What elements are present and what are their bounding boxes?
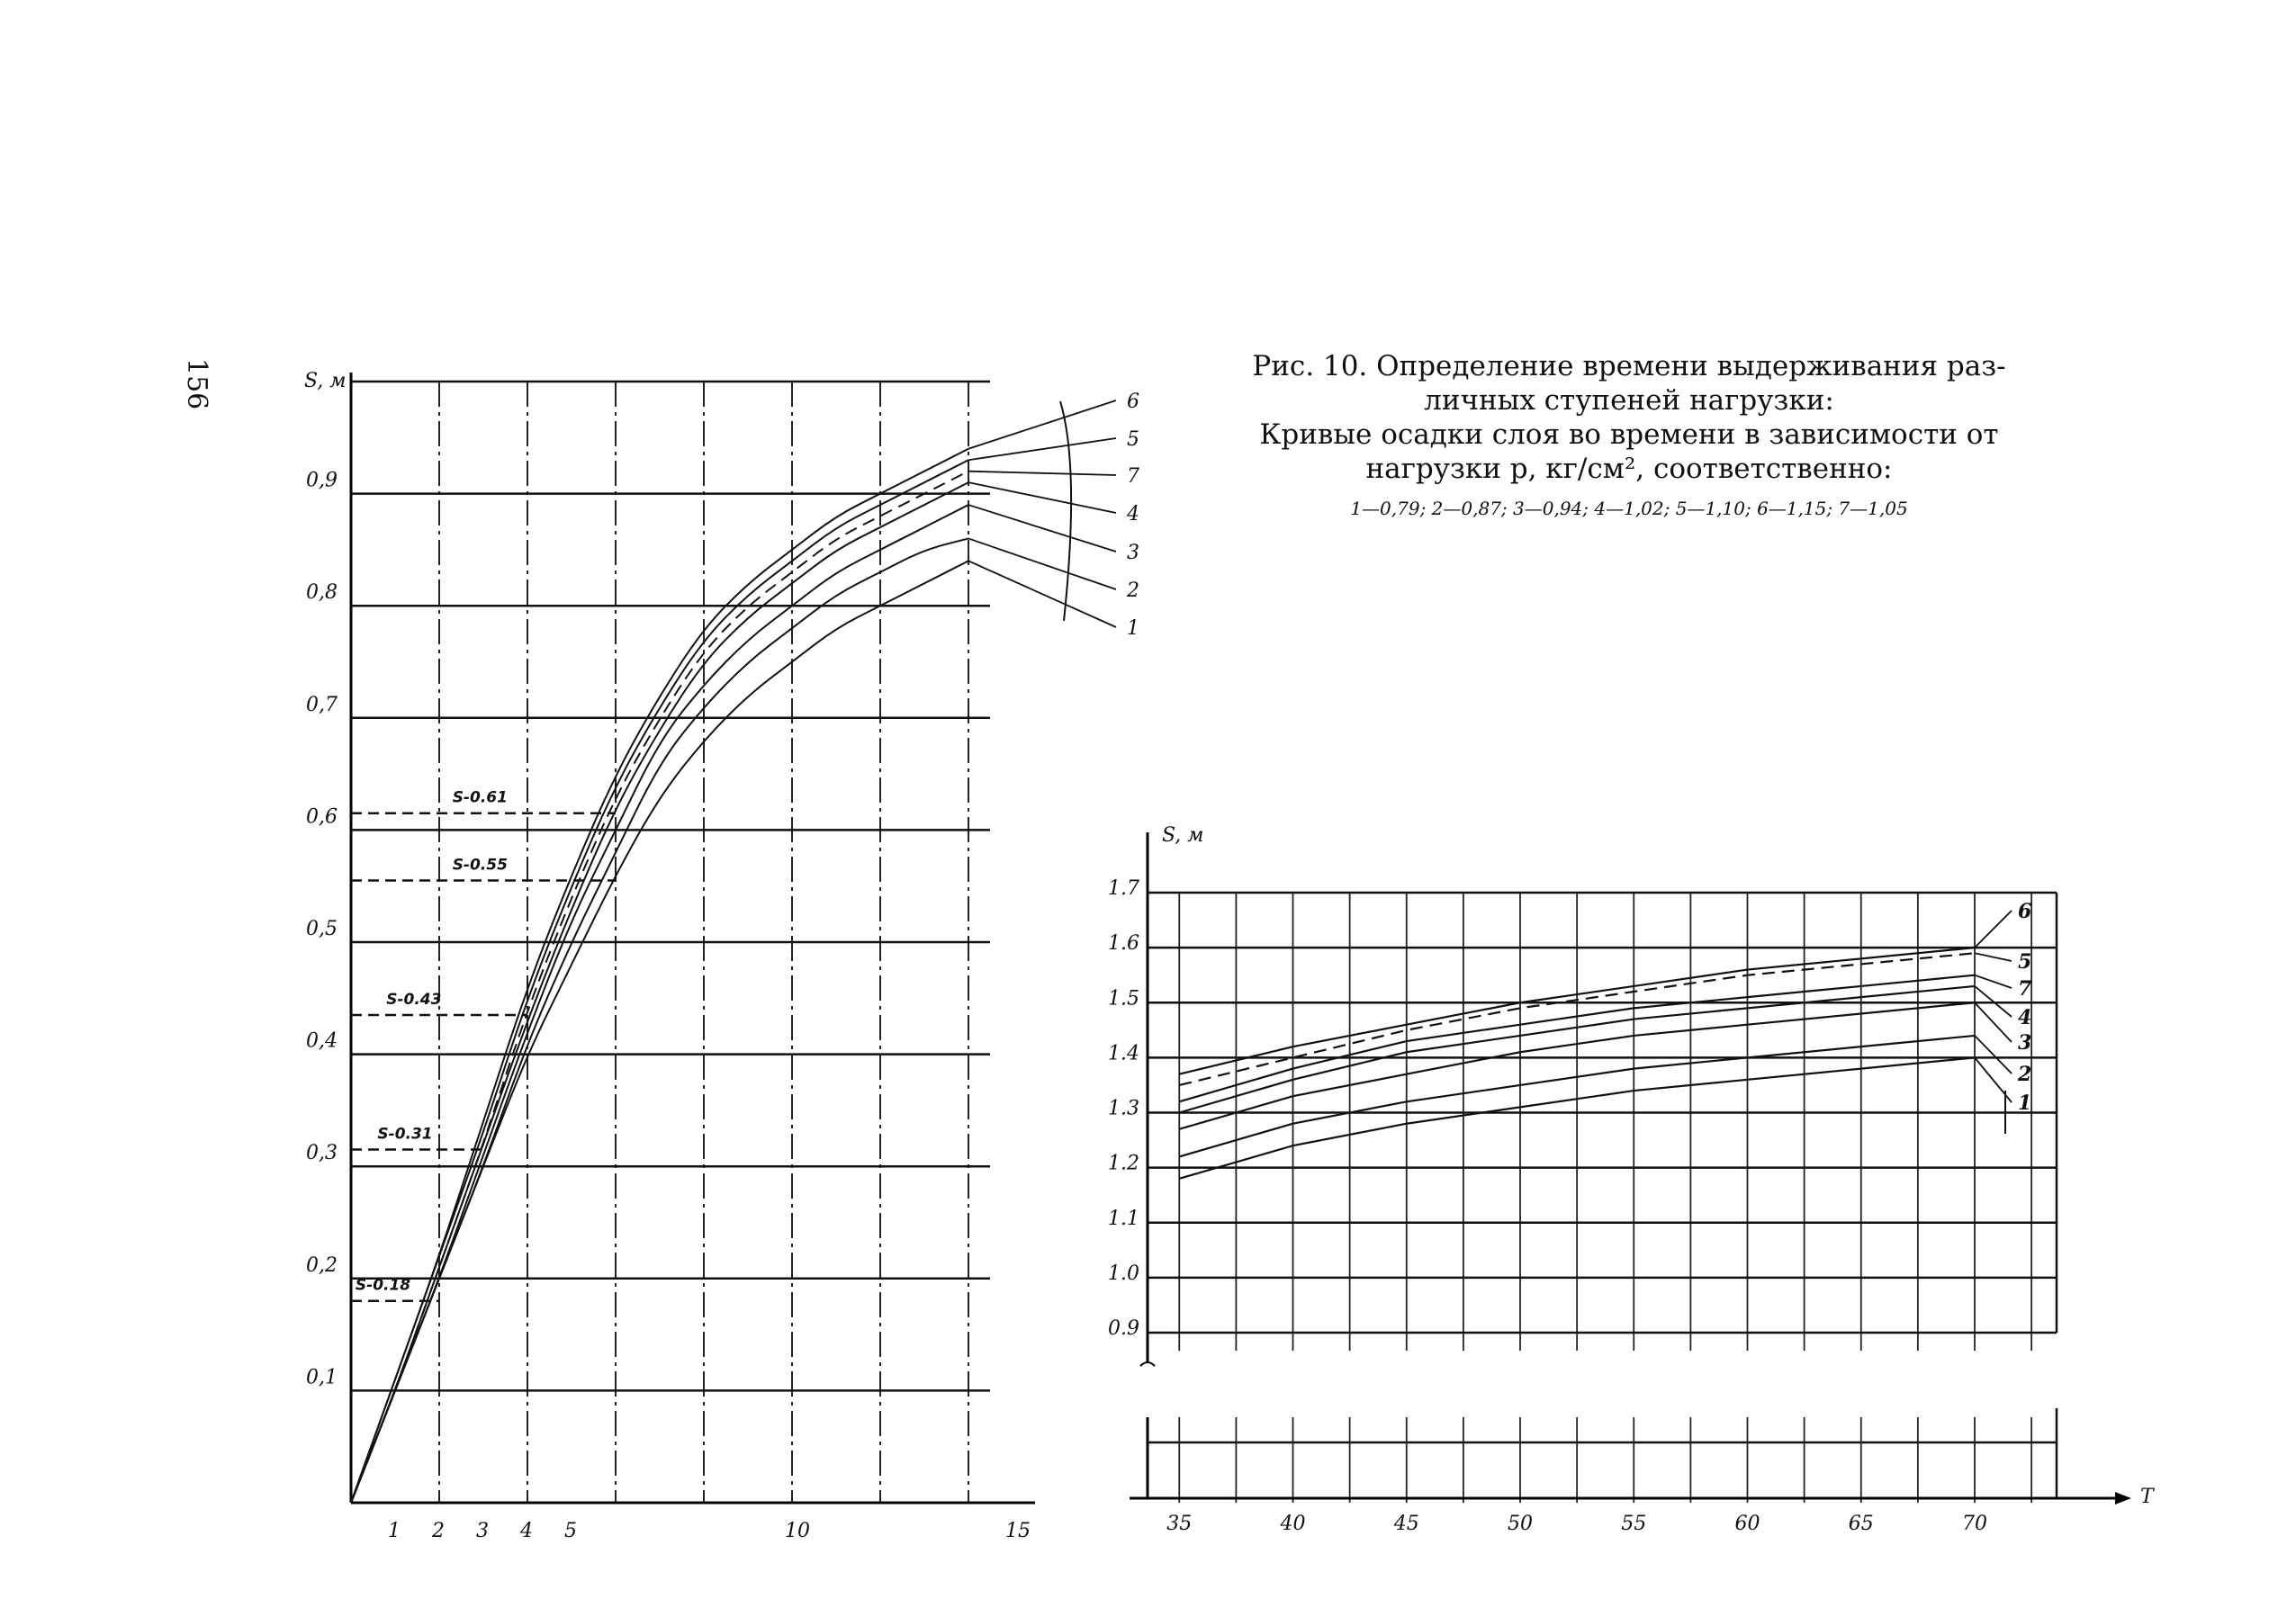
series-label-2: 2 (1126, 579, 1139, 602)
annotation-label: S-0.43 (386, 991, 441, 1009)
caption-text-line-2: нагрузки р, кг/см², соответственно: (1365, 453, 1893, 485)
y-tick-label: 1.7 (1108, 877, 1139, 900)
y-axis-label: S, м (1162, 824, 1204, 847)
y-tick-label: 0,1 (306, 1366, 338, 1388)
series-curve-7 (350, 470, 969, 1504)
series-curve-3 (1178, 1002, 1976, 1130)
y-tick-label: 1.1 (1108, 1208, 1139, 1230)
series-leader-6 (968, 400, 1117, 450)
series-curve-6 (1178, 947, 1976, 1075)
x-tick-label: 45 (1393, 1513, 1419, 1535)
series-label-3: 3 (1127, 542, 1139, 564)
caption-title-line-2: личных ступеней нагрузки: (1424, 384, 1834, 417)
x-tick-label: 60 (1735, 1513, 1760, 1535)
y-tick-label: 0,6 (306, 805, 338, 828)
series-leader-5 (968, 437, 1117, 462)
y-tick-label: 1.2 (1108, 1153, 1139, 1175)
x-tick-label: 4 (519, 1520, 533, 1542)
y-tick-label: 1.6 (1108, 932, 1139, 955)
annotation-label: S-0.61 (453, 789, 508, 807)
y-tick-label: 0,3 (306, 1142, 338, 1164)
series-leader-1 (968, 560, 1117, 628)
x-tick-label: 15 (1005, 1520, 1031, 1542)
series-curve-3 (350, 504, 969, 1504)
x-tick-label: 2 (431, 1520, 445, 1542)
x-tick-label: 40 (1280, 1513, 1306, 1535)
series-label-1: 1 (2018, 1091, 2031, 1115)
x-tick-label: 70 (1962, 1513, 1987, 1535)
y-tick-label: 1.4 (1108, 1042, 1139, 1065)
series-label-1: 1 (1127, 617, 1139, 640)
series-curve-4 (350, 481, 969, 1504)
series-curve-7 (1178, 974, 1976, 1103)
series-leader-3 (968, 504, 1117, 552)
series-curve-6 (350, 447, 969, 1504)
series-leader-6 (1974, 910, 2012, 948)
series-label-4: 4 (2018, 1006, 2031, 1029)
series-leader-5 (1974, 952, 2012, 962)
caption-legend: 1—0,79; 2—0,87; 3—0,94; 4—1,02; 5—1,10; … (1350, 498, 1908, 519)
x-tick-label: 3 (476, 1520, 489, 1542)
annotation-label: S-0.18 (356, 1277, 410, 1295)
x-tick-label: 10 (785, 1520, 810, 1542)
series-leader-3 (1974, 1002, 2012, 1043)
series-leader-2 (1974, 1035, 2012, 1074)
y-tick-label: 0,9 (306, 470, 338, 492)
x-tick-label: 50 (1508, 1513, 1533, 1535)
annotation-label: S-0.31 (377, 1126, 432, 1144)
y-axis-label: S, м (304, 370, 347, 392)
y-tick-label: 0,5 (306, 918, 338, 940)
series-label-5: 5 (1127, 428, 1139, 451)
x-tick-label: 65 (1849, 1513, 1874, 1535)
series-label-6: 6 (1127, 391, 1139, 413)
series-curve-5 (1178, 952, 1976, 1087)
series-curve-2 (1178, 1034, 1976, 1158)
series-leader-7 (1974, 974, 2012, 989)
series-label-5: 5 (2018, 950, 2031, 974)
y-tick-label: 1.5 (1108, 987, 1139, 1010)
y-tick-label: 0.9 (1108, 1317, 1139, 1340)
series-label-3: 3 (2018, 1031, 2031, 1055)
series-label-7: 7 (2018, 977, 2032, 1001)
x-tick-label: 55 (1621, 1513, 1646, 1535)
series-label-6: 6 (2018, 900, 2031, 923)
figure-caption: Рис. 10. Определение времени выдерживани… (1206, 349, 2052, 526)
x-tick-label: 35 (1166, 1513, 1192, 1535)
series-leader-7 (968, 470, 1117, 476)
y-tick-label: 1.0 (1108, 1262, 1139, 1285)
series-label-2: 2 (2017, 1063, 2031, 1086)
x-axis-label: T (2140, 1486, 2156, 1508)
series-curve-1 (1178, 1056, 1976, 1180)
y-tick-label: 0,7 (306, 694, 338, 716)
caption-title-line-1: Рис. 10. Определение времени выдерживани… (1252, 350, 2006, 382)
y-tick-label: 0,4 (306, 1030, 338, 1053)
series-leader-4 (1974, 985, 2012, 1018)
series-leader-2 (968, 537, 1117, 590)
series-label-7: 7 (1127, 465, 1139, 488)
series-bracket (1059, 400, 1073, 622)
x-axis-arrow (2115, 1492, 2131, 1505)
caption-text-line-1: Кривые осадки слоя во времени в зависимо… (1259, 418, 1999, 451)
y-tick-label: 1.3 (1108, 1098, 1139, 1120)
y-tick-label: 0,2 (306, 1254, 338, 1277)
series-curve-4 (1178, 984, 1976, 1114)
series-leader-4 (968, 481, 1117, 514)
series-label-4: 4 (1126, 503, 1139, 526)
annotation-label: S-0.55 (453, 856, 508, 874)
x-tick-label: 1 (388, 1520, 401, 1542)
y-tick-label: 0,8 (306, 581, 338, 604)
x-tick-label: 5 (564, 1520, 577, 1542)
axis-break-mark (1139, 1361, 1156, 1367)
